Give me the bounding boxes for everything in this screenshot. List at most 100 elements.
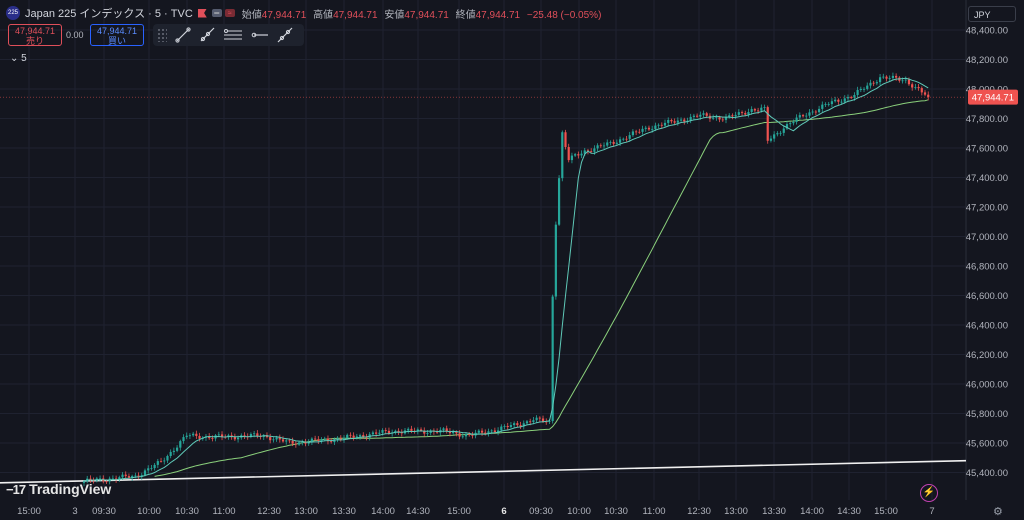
- candle-body: [169, 451, 172, 456]
- high-value: 47,944.71: [333, 9, 378, 21]
- candle-body: [599, 145, 602, 147]
- parallel-lines-icon[interactable]: [223, 27, 243, 43]
- close-value: 47,944.71: [475, 9, 521, 21]
- candle-body: [516, 423, 519, 426]
- candle-body: [904, 79, 907, 81]
- time-tick-label: 10:00: [137, 506, 161, 517]
- candle-body: [445, 428, 448, 432]
- price-tick-label: 45,600.00: [966, 439, 1008, 450]
- flag-icon[interactable]: [197, 8, 207, 18]
- trend-line-icon[interactable]: [175, 27, 191, 43]
- candle: [281, 436, 285, 443]
- candle-body: [557, 178, 561, 225]
- candle-body: [914, 87, 917, 88]
- sell-button[interactable]: 47,944.71 売り: [8, 24, 62, 46]
- candle-body: [769, 138, 773, 141]
- candle-body: [670, 120, 673, 122]
- time-tick-label: 13:30: [762, 506, 786, 517]
- candle-body: [545, 421, 548, 423]
- drag-handle-icon[interactable]: [157, 28, 167, 42]
- last-price-label: 47,944.71: [972, 93, 1014, 104]
- candle: [622, 137, 625, 142]
- open-label: 始値: [241, 9, 262, 21]
- interval-toggle[interactable]: ⌄ 5: [10, 53, 27, 64]
- candle-body: [705, 113, 708, 116]
- lightning-icon[interactable]: ⚡: [920, 484, 938, 502]
- candle-body: [477, 430, 480, 433]
- candle-body: [519, 425, 522, 427]
- candle-body: [846, 97, 850, 99]
- gear-icon[interactable]: ⚙: [993, 506, 1003, 518]
- candle: [927, 91, 930, 101]
- time-tick-label: 6: [501, 506, 506, 517]
- candle-body: [304, 442, 307, 444]
- price-tick-label: 45,400.00: [966, 468, 1008, 479]
- ray-icon[interactable]: [199, 27, 215, 43]
- sell-price: 47,944.71: [14, 26, 56, 36]
- candle: [679, 117, 683, 122]
- price-axis[interactable]: 48,400.0048,200.0048,000.0047,800.0047,6…: [966, 26, 1018, 480]
- extended-line-icon[interactable]: [277, 27, 293, 43]
- time-tick-label: 15:00: [874, 506, 898, 517]
- market-status-icon[interactable]: ═: [211, 9, 222, 17]
- candle: [837, 98, 840, 105]
- candle-body: [137, 475, 140, 477]
- candle-body: [217, 434, 220, 436]
- candle-body: [153, 464, 156, 469]
- candle: [468, 431, 471, 437]
- candle-body: [496, 430, 500, 433]
- time-axis[interactable]: 15:00 3 09:30 10:00 10:30 11:00 12:30 13:00 13:3…: [17, 506, 935, 517]
- time-tick-label: 12:30: [687, 506, 711, 517]
- candle-body: [269, 437, 272, 441]
- candle-body: [525, 421, 529, 424]
- candle-body: [721, 119, 724, 121]
- candle: [464, 432, 468, 440]
- price-tick-label: 48,400.00: [966, 26, 1008, 37]
- candle-body: [426, 432, 429, 434]
- closed-status-icon[interactable]: ≈: [224, 9, 235, 17]
- candle: [702, 110, 705, 118]
- candle-body: [179, 441, 182, 448]
- candle-body: [773, 134, 776, 139]
- candle-body: [827, 104, 830, 105]
- candle-body: [342, 438, 346, 440]
- candle-body: [381, 430, 384, 433]
- candle-body: [647, 127, 651, 130]
- candle-body: [869, 82, 872, 86]
- candle: [602, 142, 606, 150]
- candle-body: [724, 117, 728, 120]
- candle-body: [834, 99, 837, 102]
- candle-body: [683, 119, 686, 122]
- candle-body: [134, 475, 137, 477]
- buy-button[interactable]: 47,944.71 買い: [90, 24, 144, 46]
- open-value: 47,944.71: [261, 9, 307, 21]
- candle-body: [602, 145, 606, 147]
- trend-line[interactable]: [0, 459, 967, 484]
- candle: [352, 432, 355, 441]
- candle-body: [747, 111, 750, 115]
- moving-average-slow: [154, 99, 929, 477]
- candle: [776, 131, 779, 137]
- candle-body: [811, 111, 814, 113]
- candle-body: [577, 154, 580, 156]
- candle: [737, 109, 740, 117]
- candle: [795, 114, 798, 125]
- candle-body: [339, 438, 342, 440]
- candle-body: [901, 80, 904, 82]
- candle-body: [314, 438, 317, 440]
- currency-selector[interactable]: JPY: [968, 6, 1016, 22]
- moving-average-fast-line: [83, 77, 929, 482]
- candle: [824, 102, 827, 108]
- candle-body: [541, 418, 545, 422]
- symbol-title[interactable]: Japan 225 インデックス · 5 · TVC: [25, 8, 193, 20]
- horizontal-ray-icon[interactable]: [251, 27, 269, 43]
- candle-body: [907, 79, 911, 85]
- price-tick-label: 46,200.00: [966, 350, 1008, 361]
- candle: [740, 110, 744, 117]
- candle: [882, 73, 885, 79]
- watermark-text: TradingView: [29, 481, 112, 497]
- candle: [163, 457, 166, 465]
- candle-body: [249, 434, 253, 437]
- candle: [631, 129, 635, 137]
